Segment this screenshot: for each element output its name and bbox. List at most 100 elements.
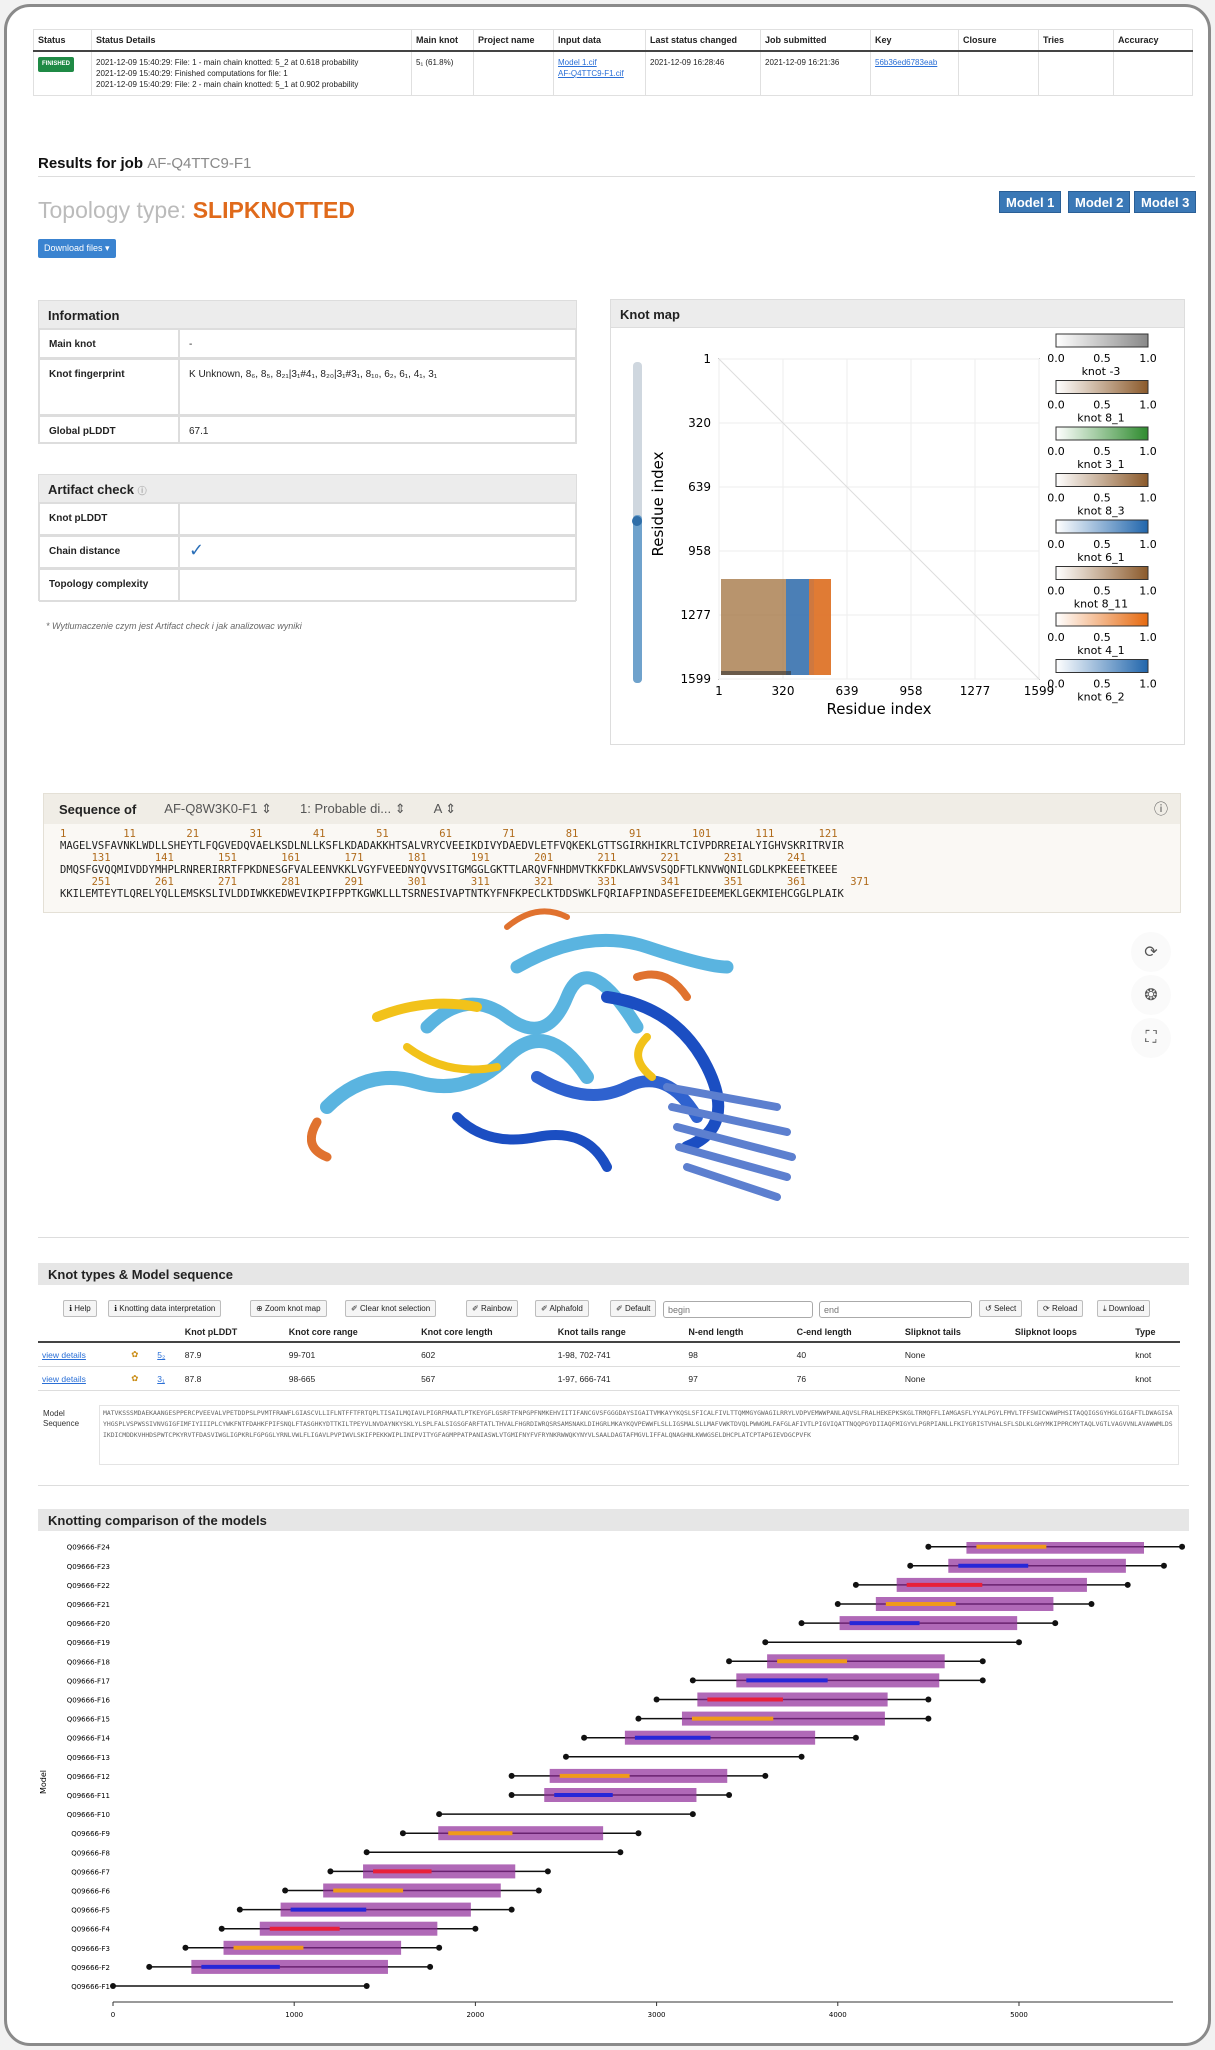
reload-button[interactable]: ⟳ Reload bbox=[1037, 1300, 1084, 1317]
cell-link[interactable]: view details bbox=[38, 1366, 128, 1391]
span-start[interactable] bbox=[689, 1677, 696, 1684]
knot-row[interactable]: view details ✿ 5₂ 87.9 99-701 602 1-98, 702-74… bbox=[38, 1342, 1180, 1367]
knot-core-bar[interactable] bbox=[839, 1616, 1018, 1631]
zoom-slider-handle[interactable] bbox=[632, 516, 642, 526]
download-button[interactable]: ⤓ Download bbox=[1097, 1300, 1151, 1317]
reset-view-icon[interactable]: ⟳ bbox=[1131, 932, 1171, 972]
span-start[interactable] bbox=[399, 1830, 406, 1837]
span-start[interactable] bbox=[218, 1925, 225, 1932]
span-start[interactable] bbox=[182, 1944, 189, 1951]
chain-select[interactable]: A ⇕ bbox=[434, 801, 457, 817]
span-end[interactable] bbox=[1088, 1601, 1095, 1607]
cell-link[interactable]: view details bbox=[38, 1342, 128, 1367]
span-start[interactable] bbox=[762, 1639, 769, 1646]
help-icon[interactable]: ⓘ bbox=[1154, 801, 1168, 817]
span-end[interactable] bbox=[979, 1658, 986, 1665]
knotting-interpretation-button[interactable]: ℹ Knotting data interpretation bbox=[108, 1300, 222, 1317]
input-file-link[interactable]: Model 1.cif bbox=[558, 58, 597, 67]
span-end[interactable] bbox=[544, 1868, 551, 1875]
span-end[interactable] bbox=[1052, 1620, 1059, 1627]
info-icon[interactable]: ⓘ bbox=[137, 486, 147, 496]
knot-core-bar[interactable] bbox=[323, 1883, 501, 1898]
span-end[interactable] bbox=[979, 1677, 986, 1684]
knot-core-bar[interactable] bbox=[681, 1711, 885, 1726]
model-3-button[interactable]: Model 3 bbox=[1134, 191, 1197, 213]
span-end[interactable] bbox=[798, 1753, 805, 1760]
span-start[interactable] bbox=[436, 1811, 443, 1818]
knot-core-bar[interactable] bbox=[966, 1542, 1145, 1554]
sequence-line[interactable]: KKILEMTEYTLQRELYQLLEMSKSLIVLDDIWKKEDWEVI… bbox=[60, 888, 844, 900]
span-start[interactable] bbox=[834, 1601, 841, 1607]
span-start[interactable] bbox=[282, 1887, 289, 1894]
end-input[interactable] bbox=[819, 1301, 972, 1318]
span-start[interactable] bbox=[110, 1983, 116, 1989]
sequence-lines[interactable]: 1 11 21 31 41 51 61 71 81 91 101 111 121… bbox=[44, 824, 1180, 904]
knot-region-orange[interactable] bbox=[809, 579, 831, 675]
span-end[interactable] bbox=[925, 1715, 932, 1722]
span-end[interactable] bbox=[925, 1696, 932, 1703]
select-button[interactable]: ↺ Select bbox=[979, 1300, 1023, 1317]
span-end[interactable] bbox=[762, 1772, 769, 1779]
span-start[interactable] bbox=[726, 1658, 733, 1665]
model-1-button[interactable]: Model 1 bbox=[999, 191, 1062, 213]
input-file-link[interactable]: AF-Q4TTC9-F1.cif bbox=[558, 69, 624, 78]
span-end[interactable] bbox=[1015, 1639, 1022, 1646]
knot-core-bar[interactable] bbox=[223, 1940, 402, 1955]
key-link[interactable]: 56b36ed6783eab bbox=[875, 58, 938, 67]
model-sequence[interactable]: MATVKSSSMDAEKAANGESPPERCPVEEVALVPETDDPSL… bbox=[99, 1405, 1179, 1465]
knot-core-bar[interactable] bbox=[259, 1921, 438, 1936]
fullscreen-icon[interactable]: ⛶ bbox=[1131, 1018, 1171, 1058]
span-end[interactable] bbox=[508, 1906, 515, 1913]
span-start[interactable] bbox=[146, 1963, 153, 1970]
span-start[interactable] bbox=[327, 1868, 334, 1875]
download-files-button[interactable]: Download files ▾ bbox=[38, 239, 116, 258]
span-end[interactable] bbox=[852, 1734, 859, 1741]
span-end[interactable] bbox=[427, 1963, 434, 1970]
span-start[interactable] bbox=[363, 1849, 370, 1856]
span-end[interactable] bbox=[1179, 1543, 1186, 1550]
cell-knot[interactable]: 5₂ bbox=[153, 1342, 181, 1367]
span-end[interactable] bbox=[617, 1849, 624, 1856]
begin-input[interactable] bbox=[663, 1301, 813, 1318]
span-end[interactable] bbox=[472, 1925, 479, 1932]
span-end[interactable] bbox=[363, 1983, 370, 1989]
span-end[interactable] bbox=[1124, 1581, 1131, 1588]
span-start[interactable] bbox=[562, 1753, 569, 1760]
knot-core-bar[interactable] bbox=[363, 1864, 516, 1879]
default-button[interactable]: ✐ Default bbox=[610, 1300, 657, 1317]
knot-core-bar[interactable] bbox=[736, 1673, 940, 1688]
knot-core-bar[interactable] bbox=[438, 1826, 604, 1841]
span-end[interactable] bbox=[436, 1944, 443, 1951]
knot-core-bar[interactable] bbox=[544, 1788, 697, 1802]
help-button[interactable]: ℹ Help bbox=[63, 1300, 97, 1317]
span-start[interactable] bbox=[508, 1792, 515, 1798]
knot-core-bar[interactable] bbox=[280, 1902, 471, 1917]
span-start[interactable] bbox=[798, 1620, 805, 1627]
span-start[interactable] bbox=[508, 1772, 515, 1779]
span-start[interactable] bbox=[925, 1543, 932, 1550]
knot-row[interactable]: view details ✿ 3₁ 87.8 98-665 567 1-97, 666-74… bbox=[38, 1366, 1180, 1391]
knot-core-bar[interactable] bbox=[896, 1577, 1087, 1592]
span-start[interactable] bbox=[581, 1734, 588, 1741]
knot-core-bar[interactable] bbox=[875, 1597, 1054, 1611]
knot-core-bar[interactable] bbox=[948, 1558, 1126, 1573]
model-2-button[interactable]: Model 2 bbox=[1068, 191, 1131, 213]
clear-knot-selection-button[interactable]: ✐ Clear knot selection bbox=[345, 1300, 437, 1317]
knot-core-bar[interactable] bbox=[549, 1768, 728, 1783]
knot-core-bar[interactable] bbox=[767, 1654, 945, 1669]
span-start[interactable] bbox=[236, 1906, 243, 1913]
knot-region-dark[interactable] bbox=[721, 671, 791, 675]
span-start[interactable] bbox=[907, 1562, 914, 1569]
span-start[interactable] bbox=[653, 1696, 660, 1703]
zoom-slider-range[interactable] bbox=[633, 515, 642, 683]
sequence-line[interactable]: MAGELVSFAVNKLWDLLSHEYTLFQGVEDQVAELKSDLNL… bbox=[60, 840, 844, 852]
knot-core-bar[interactable] bbox=[191, 1959, 388, 1974]
cell-knot[interactable]: 3₁ bbox=[153, 1366, 181, 1391]
span-end[interactable] bbox=[1160, 1562, 1167, 1569]
knot-core-bar[interactable] bbox=[624, 1730, 816, 1745]
rainbow-button[interactable]: ✐ Rainbow bbox=[466, 1300, 519, 1317]
span-end[interactable] bbox=[689, 1811, 696, 1818]
zoom-knot-map-button[interactable]: ⊕ Zoom knot map bbox=[250, 1300, 327, 1317]
settings-icon[interactable]: ❂ bbox=[1131, 975, 1171, 1015]
span-start[interactable] bbox=[852, 1581, 859, 1588]
